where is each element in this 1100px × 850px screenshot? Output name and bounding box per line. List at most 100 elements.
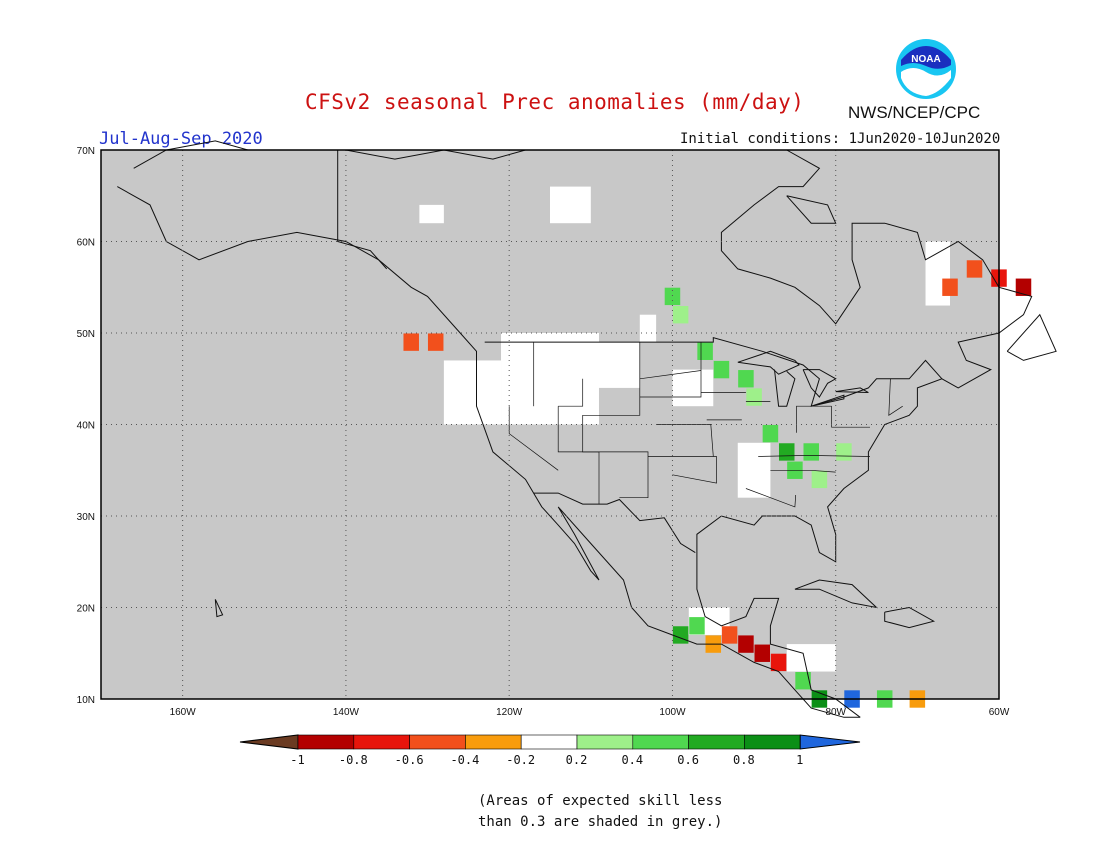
footnote-line-1: (Areas of expected skill less [478, 793, 723, 809]
legend-swatch [353, 734, 410, 750]
state-border [796, 405, 832, 433]
coastline [884, 606, 936, 629]
state-border [758, 455, 871, 457]
anomaly-cell [672, 306, 689, 324]
anomaly-cell [664, 287, 681, 306]
coastline [337, 150, 388, 270]
anomaly-cells [403, 186, 1032, 708]
anomaly-cell [795, 672, 811, 690]
legend-tick-label: 1 [796, 753, 803, 767]
lon-label: 140W [333, 707, 360, 718]
skill-footnote: (Areas of expected skill less than 0.3 a… [478, 791, 722, 833]
anomaly-cell [738, 370, 754, 388]
neutral-area [737, 442, 771, 498]
anomaly-cell [721, 626, 738, 644]
anomaly-cell [762, 424, 779, 443]
legend-swatch [297, 734, 355, 750]
legend-swatch [520, 734, 578, 750]
anomaly-cell [778, 443, 795, 461]
anomaly-cell [738, 635, 754, 653]
lon-label: 80W [825, 707, 846, 718]
axis-tick-labels: 70N 60N 50N 40N 30N 20N 10N 160W 140W 120W 100W 80W… [77, 146, 1010, 718]
legend-swatch [409, 734, 466, 750]
state-border [639, 370, 702, 380]
lon-label: 60W [989, 707, 1010, 718]
noaa-logo-wave [901, 68, 951, 96]
lat-label: 20N [77, 604, 95, 615]
legend-swatch [744, 734, 801, 750]
neutral-area [786, 644, 836, 672]
map-frame [100, 149, 1000, 700]
neutral-area [501, 333, 599, 425]
legend-tick-label: -0.2 [506, 753, 535, 767]
legend-arrow-low [239, 734, 299, 750]
lat-label: 60N [77, 238, 95, 249]
anomaly-cell [811, 470, 828, 489]
anomaly-cell [1015, 278, 1032, 296]
lat-label: 40N [77, 421, 95, 432]
noaa-logo-sky [901, 46, 951, 69]
state-border [639, 342, 702, 398]
state-border [648, 456, 717, 484]
state-border [656, 424, 714, 457]
neutral-area [590, 342, 640, 388]
chart-title: CFSv2 seasonal Prec anomalies (mm/day) [305, 90, 805, 114]
state-border [770, 469, 836, 473]
anomaly-cell [966, 260, 983, 278]
state-border [557, 406, 600, 505]
state-border [888, 378, 903, 416]
legend-tick-label: 0.8 [733, 753, 755, 767]
lon-label: 160W [170, 707, 197, 718]
anomaly-cell [713, 360, 730, 379]
coastline [737, 350, 800, 375]
lon-label: 120W [496, 707, 523, 718]
coastline [1006, 313, 1057, 361]
lat-label: 50N [77, 329, 95, 340]
legend-tick-label: -1 [290, 753, 304, 767]
noaa-logo: NOAA [896, 39, 956, 99]
lat-label: 30N [77, 512, 95, 523]
legend-tick-labels: -1 -0.8 -0.6 -0.4 -0.2 0.2 0.4 0.6 0.8 1 [290, 753, 803, 767]
season-label: Jul-Aug-Sep 2020 [99, 129, 263, 149]
state-border [558, 378, 584, 407]
legend-swatch [688, 734, 745, 750]
coastline [802, 369, 837, 398]
legend-tick-label: -0.6 [395, 753, 424, 767]
coastline [533, 492, 696, 554]
legend-swatch [465, 734, 522, 750]
neutral-area [550, 186, 591, 224]
coastline [786, 195, 837, 224]
coastlines [117, 140, 1057, 718]
anomaly-cell [754, 644, 771, 662]
legend-tick-label: -0.8 [339, 753, 368, 767]
legend-bar [239, 734, 861, 750]
neutral-area [443, 360, 502, 425]
legend-tick-label: 0.2 [566, 753, 588, 767]
neutral-area [639, 314, 657, 343]
anomaly-cell [770, 653, 787, 672]
legend-tick-label: 0.6 [677, 753, 699, 767]
anomaly-cell [403, 333, 419, 351]
legend-tick-label: -0.4 [450, 753, 479, 767]
footnote-line-2: than 0.3 are shaded in grey.) [478, 814, 723, 830]
anomaly-cell [803, 443, 819, 461]
coastline [696, 149, 1033, 718]
legend-arrow-high [799, 734, 861, 750]
lat-label: 70N [77, 146, 95, 157]
initial-conditions-label: Initial conditions: 1Jun2020-10Jun2020 [680, 131, 1001, 147]
coastline [835, 387, 869, 393]
lon-label: 100W [659, 707, 686, 718]
agency-label: NWS/NCEP/CPC [848, 103, 981, 122]
anomaly-cell [427, 333, 444, 351]
anomaly-cell [942, 278, 958, 296]
lat-label: 10N [77, 695, 95, 706]
neutral-area [419, 204, 444, 224]
noaa-logo-text: NOAA [911, 54, 940, 65]
legend-swatch [632, 734, 689, 750]
coastline [774, 369, 796, 407]
state-border [745, 488, 797, 508]
legend-swatch [576, 734, 634, 750]
coastline [811, 394, 845, 407]
